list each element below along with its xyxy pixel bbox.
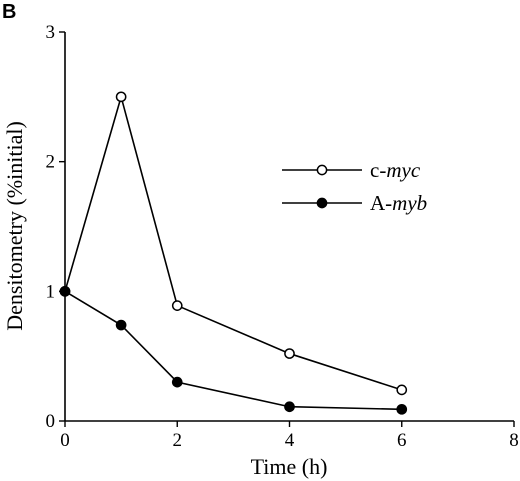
data-point-c-myc xyxy=(171,300,183,311)
y-axis-title: Densitometry (%initial) xyxy=(2,121,27,331)
y-tick-label: 2 xyxy=(46,152,56,173)
x-tick-label: 8 xyxy=(509,430,519,451)
y-tick-label: 0 xyxy=(46,411,56,432)
data-point-c-myc xyxy=(115,91,127,103)
legend-label-a-myb: A-myb xyxy=(370,191,427,215)
data-point-a-myb xyxy=(396,403,408,415)
x-tick-label: 2 xyxy=(173,430,183,451)
x-ticks: 0 2 4 6 8 xyxy=(60,421,519,451)
y-tick-label: 1 xyxy=(46,281,56,302)
x-tick-label: 4 xyxy=(285,430,295,451)
series-layer xyxy=(59,91,408,415)
data-point-a-myb xyxy=(115,319,127,331)
y-ticks: 0 1 2 3 xyxy=(46,22,65,432)
legend-label-c-myc: c-myc xyxy=(370,158,421,182)
legend-marker-c-myc xyxy=(316,164,328,176)
data-point-a-myb xyxy=(284,401,295,413)
x-tick-label: 0 xyxy=(60,430,70,451)
legend: c-myc A-myb xyxy=(282,158,427,215)
series-line-a-myb xyxy=(64,290,402,411)
data-point-a-myb xyxy=(171,376,183,388)
panel-letter: B xyxy=(2,1,16,23)
data-point-c-myc xyxy=(396,384,408,396)
x-tick-label: 6 xyxy=(397,430,407,451)
data-point-c-myc xyxy=(284,348,295,359)
data-point-a-myb xyxy=(59,285,71,297)
y-tick-label: 3 xyxy=(46,22,56,43)
legend-marker-a-myb xyxy=(316,197,328,209)
series-line-c-myc xyxy=(64,93,402,391)
x-axis-title: Time (h) xyxy=(251,454,328,479)
